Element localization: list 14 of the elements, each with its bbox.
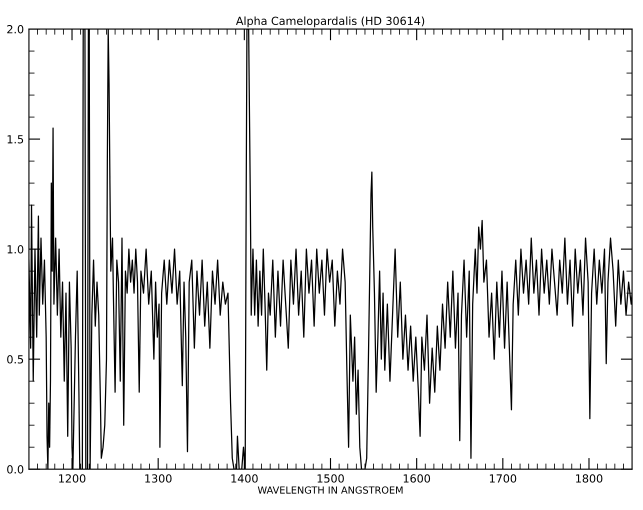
x-axis-title: WAVELENGTH IN ANGSTROEM: [258, 486, 403, 494]
x-tick-label: 1500: [318, 474, 344, 483]
y-tick-label: 0.0: [7, 465, 24, 474]
x-tick-label: 1700: [490, 474, 516, 483]
x-tick-label: 1400: [231, 474, 258, 483]
x-tick-label: 1600: [404, 474, 430, 483]
y-tick-label: 0.5: [7, 355, 24, 364]
x-tick-label: 1800: [576, 474, 602, 483]
y-tick-label: 1.5: [8, 135, 24, 144]
x-tick-label: 1300: [145, 474, 172, 483]
chart-title: Alpha Camelopardalis (HD 30614): [236, 16, 424, 28]
y-tick-label: 2.0: [7, 25, 24, 34]
x-tick-label: 1200: [59, 474, 86, 483]
y-tick-label: 1.0: [8, 245, 24, 254]
